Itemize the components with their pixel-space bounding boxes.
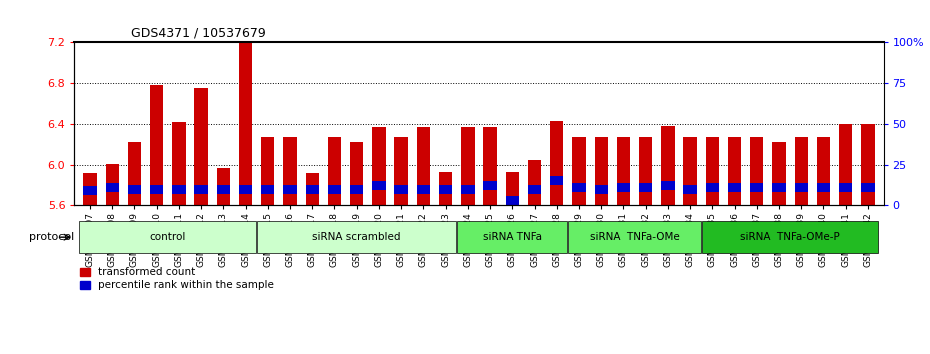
- Bar: [284, 184, 297, 194]
- FancyBboxPatch shape: [79, 221, 256, 253]
- Bar: [439, 172, 452, 205]
- Bar: [706, 183, 719, 192]
- Bar: [684, 137, 697, 205]
- Bar: [839, 183, 853, 192]
- Bar: [528, 160, 541, 205]
- Bar: [461, 127, 474, 205]
- Bar: [861, 124, 874, 205]
- Bar: [261, 137, 274, 205]
- Bar: [327, 184, 341, 194]
- Bar: [817, 183, 830, 192]
- Bar: [172, 184, 186, 194]
- Bar: [794, 183, 808, 192]
- Bar: [105, 164, 119, 205]
- Bar: [150, 184, 164, 194]
- Bar: [728, 137, 741, 205]
- Bar: [372, 127, 386, 205]
- Bar: [772, 142, 786, 205]
- Bar: [150, 85, 164, 205]
- Bar: [751, 137, 764, 205]
- FancyBboxPatch shape: [702, 221, 879, 253]
- Bar: [617, 137, 631, 205]
- Text: protocol: protocol: [29, 232, 74, 242]
- Text: siRNA scrambled: siRNA scrambled: [312, 232, 401, 242]
- Bar: [639, 183, 652, 192]
- Bar: [372, 181, 386, 190]
- Bar: [661, 181, 674, 190]
- Bar: [506, 196, 519, 205]
- Bar: [172, 122, 186, 205]
- Bar: [327, 137, 341, 205]
- Bar: [684, 184, 697, 194]
- Bar: [194, 184, 207, 194]
- Text: GDS4371 / 10537679: GDS4371 / 10537679: [131, 27, 266, 40]
- Bar: [550, 121, 564, 205]
- Bar: [417, 127, 430, 205]
- Bar: [728, 183, 741, 192]
- Bar: [394, 184, 408, 194]
- Bar: [706, 137, 719, 205]
- Bar: [84, 173, 97, 205]
- Bar: [394, 137, 408, 205]
- Bar: [617, 183, 631, 192]
- Bar: [550, 176, 564, 185]
- Bar: [861, 183, 874, 192]
- Bar: [839, 124, 853, 205]
- Bar: [751, 183, 764, 192]
- Legend: transformed count, percentile rank within the sample: transformed count, percentile rank withi…: [80, 267, 274, 290]
- FancyBboxPatch shape: [568, 221, 700, 253]
- Bar: [484, 127, 497, 205]
- Bar: [572, 137, 586, 205]
- Bar: [594, 184, 608, 194]
- Bar: [105, 183, 119, 192]
- FancyBboxPatch shape: [258, 221, 457, 253]
- Bar: [306, 173, 319, 205]
- Text: siRNA TNFa: siRNA TNFa: [483, 232, 542, 242]
- Bar: [439, 184, 452, 194]
- Text: siRNA  TNFa-OMe: siRNA TNFa-OMe: [590, 232, 680, 242]
- Text: siRNA  TNFa-OMe-P: siRNA TNFa-OMe-P: [740, 232, 840, 242]
- Text: control: control: [150, 232, 186, 242]
- Bar: [817, 137, 830, 205]
- Bar: [217, 168, 230, 205]
- Bar: [261, 184, 274, 194]
- Bar: [306, 184, 319, 194]
- Bar: [528, 184, 541, 194]
- Bar: [506, 172, 519, 205]
- Bar: [661, 126, 674, 205]
- Bar: [127, 184, 141, 194]
- Bar: [239, 42, 252, 205]
- Bar: [84, 186, 97, 195]
- Bar: [594, 137, 608, 205]
- FancyBboxPatch shape: [458, 221, 567, 253]
- Bar: [217, 184, 230, 194]
- Bar: [772, 183, 786, 192]
- Bar: [350, 184, 364, 194]
- Bar: [127, 142, 141, 205]
- Bar: [284, 137, 297, 205]
- Bar: [461, 184, 474, 194]
- Bar: [639, 137, 652, 205]
- Bar: [572, 183, 586, 192]
- Bar: [194, 88, 207, 205]
- Bar: [484, 181, 497, 190]
- Bar: [417, 184, 430, 194]
- Bar: [794, 137, 808, 205]
- Bar: [350, 142, 364, 205]
- Bar: [239, 184, 252, 194]
